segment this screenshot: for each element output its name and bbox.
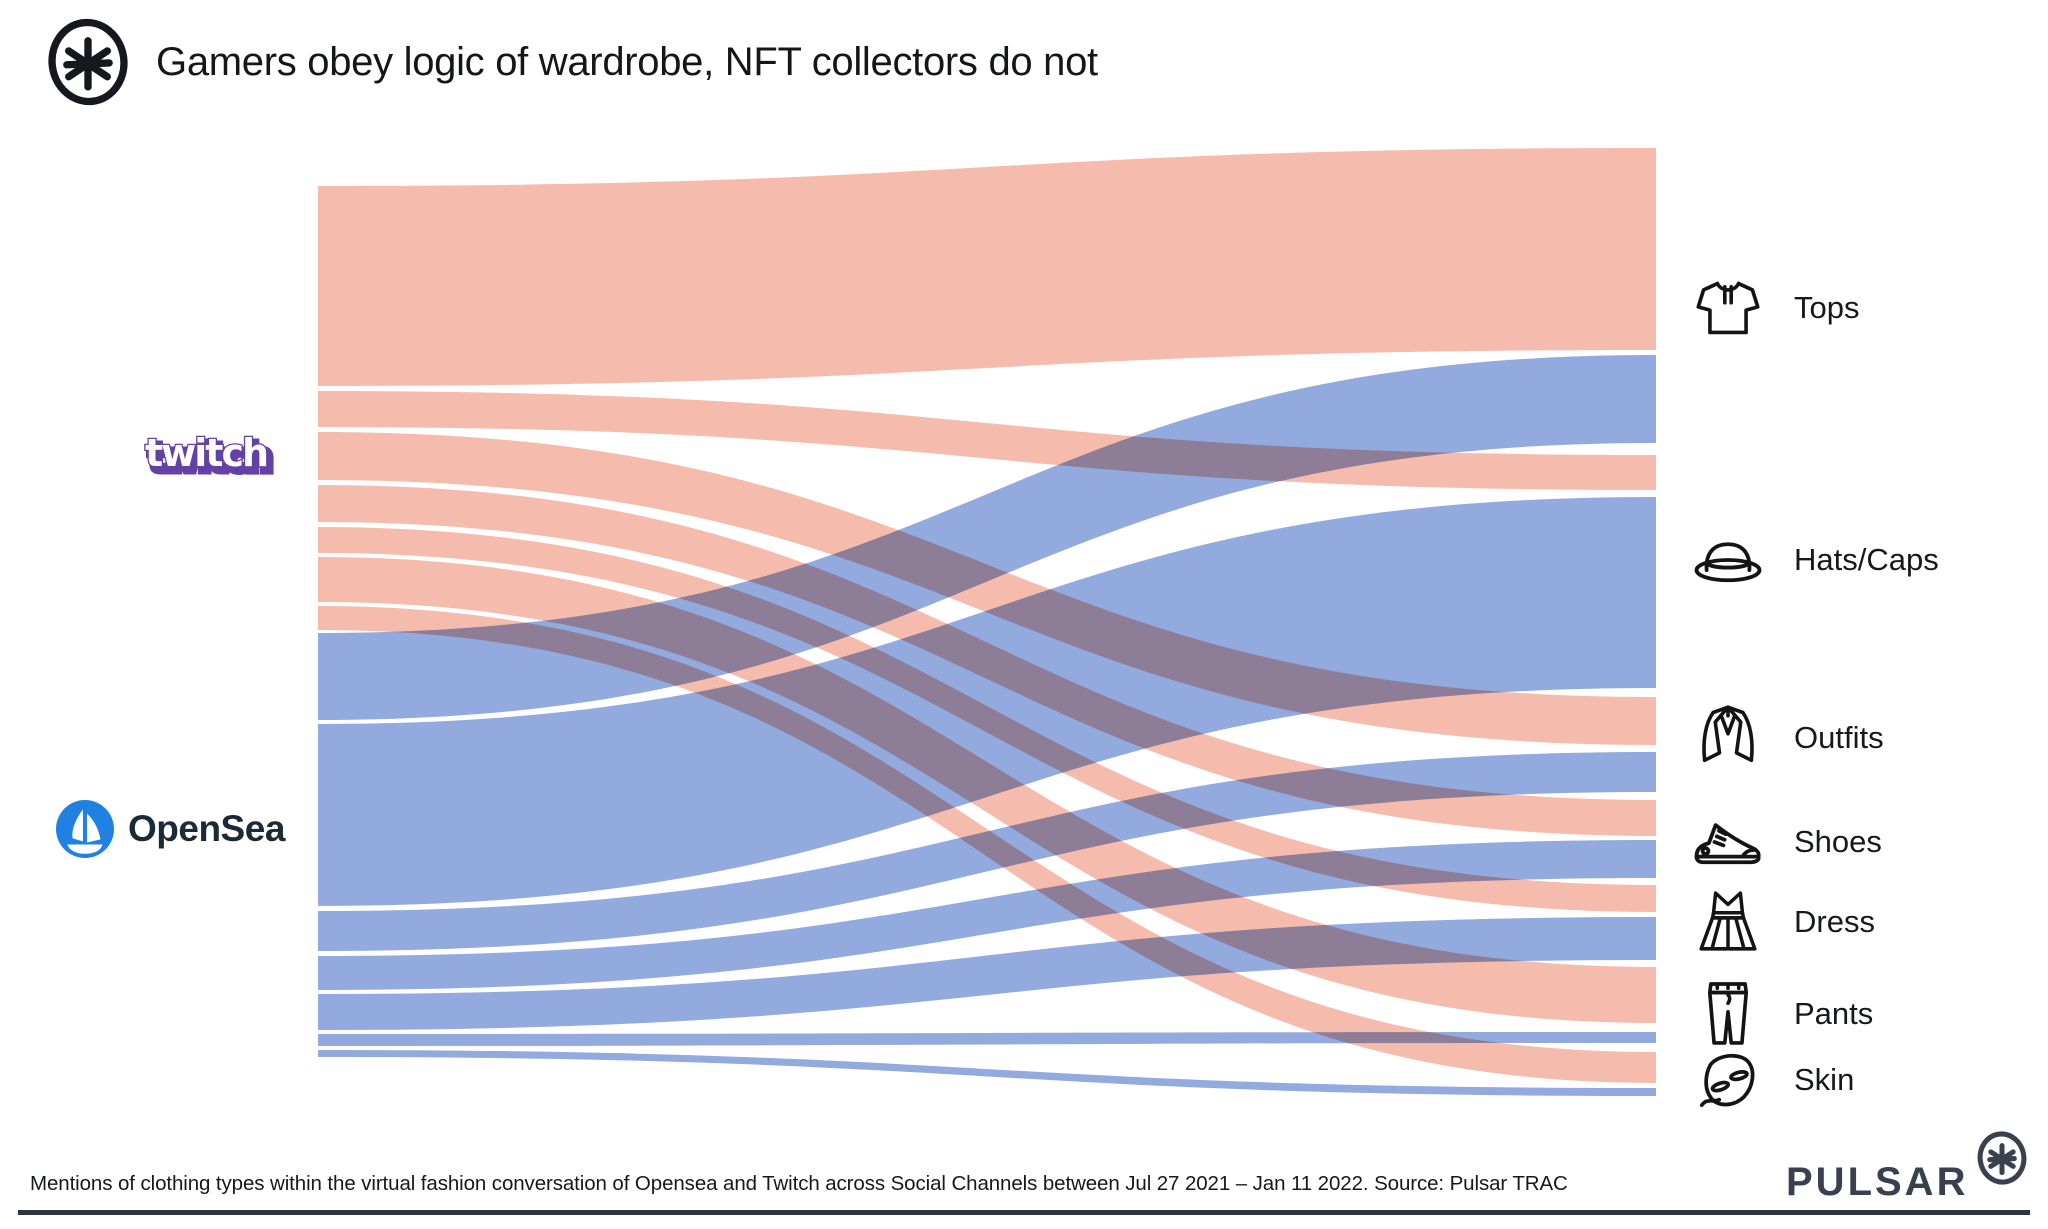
hat-icon [1692,533,1764,587]
pulsar-brand: PULSAR [1786,1130,2030,1205]
dress-icon [1692,887,1764,957]
flow-opensea-outfits [318,752,1656,951]
category-row-pants: Pants [1692,976,1873,1052]
flow-opensea-pants [318,1032,1656,1046]
category-label: Tops [1794,290,1860,325]
opensea-wordmark: OpenSea [128,808,285,849]
category-label: Skin [1794,1062,1855,1097]
category-label: Hats/Caps [1794,542,1939,577]
category-row-tops: Tops [1692,270,1859,346]
page-title: Gamers obey logic of wardrobe, NFT colle… [156,39,1098,84]
twitch-wordmark-shadow: twitch [149,436,271,480]
source-caption: Mentions of clothing types within the vi… [30,1172,1568,1195]
flow-twitch-outfits [318,432,1656,745]
source-label-twitch: twitch twitch [142,424,292,491]
pulsar-wordmark: PULSAR [1786,1160,1969,1204]
flow-opensea-dress [318,917,1656,1030]
pulsar-asterisk-icon [48,18,128,106]
category-label: Pants [1794,996,1874,1031]
category-label: Dress [1794,904,1875,939]
category-label: Shoes [1794,824,1882,859]
flow-opensea-tops [318,355,1656,720]
flow-opensea-shoes [318,840,1656,990]
flow-opensea-hatscaps [318,497,1656,906]
sneaker-icon [1692,819,1764,865]
twitch-wordmark: twitch [145,431,267,475]
pants-icon [1692,978,1764,1050]
category-row-outfits: Outfits [1692,700,1884,776]
category-label: Outfits [1794,720,1884,755]
footer-divider [18,1210,2030,1215]
category-row-hats: Hats/Caps [1692,522,1939,598]
twitch-logo: twitch twitch [144,430,277,484]
pulsar-asterisk-icon-small [1978,1131,2027,1185]
flow-opensea-skin [318,1050,1656,1096]
flow-twitch-tops [318,148,1656,386]
category-row-dress: Dress [1692,884,1875,960]
category-row-skin: Skin [1692,1042,1854,1118]
jacket-icon [1692,700,1764,776]
category-row-shoes: Shoes [1692,804,1882,880]
mask-icon [1692,1049,1764,1111]
header: Gamers obey logic of wardrobe, NFT colle… [42,16,1098,108]
opensea-logo-icon [56,800,114,858]
tshirt-icon [1692,274,1764,342]
source-label-opensea: OpenSea [56,800,285,858]
